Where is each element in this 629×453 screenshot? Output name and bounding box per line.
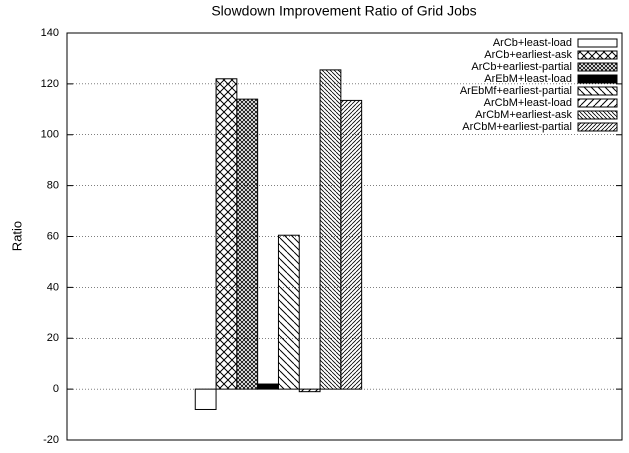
bar <box>194 388 217 410</box>
chart-title: Slowdown Improvement Ratio of Grid Jobs <box>211 3 476 19</box>
y-tick-label: 120 <box>41 78 59 90</box>
legend-swatch <box>577 122 618 132</box>
legend-swatch <box>577 74 618 84</box>
legend-swatch <box>577 62 618 72</box>
bar <box>236 98 259 390</box>
legend-label: ArEbMf+earliest-partial <box>460 85 572 97</box>
y-tick-label: 80 <box>47 180 59 192</box>
bar <box>215 78 238 390</box>
bar <box>257 383 279 390</box>
legend-swatch <box>577 38 618 48</box>
y-tick-label: 20 <box>47 332 59 344</box>
bar <box>277 234 300 390</box>
plot-frame <box>66 32 623 441</box>
bar <box>298 388 321 393</box>
legend-label: ArEbM+least-load <box>484 73 572 85</box>
legend-swatch <box>577 86 618 96</box>
y-tick-label: 100 <box>41 129 59 141</box>
y-tick-label: 140 <box>41 27 59 39</box>
legend-swatch <box>577 50 618 60</box>
legend-swatch <box>577 110 618 120</box>
legend-label: ArCbM+earliest-ask <box>475 109 572 121</box>
legend-label: ArCbM+earliest-partial <box>462 121 572 133</box>
bar <box>340 99 363 390</box>
legend-swatch <box>577 98 618 108</box>
legend-label: ArCb+least-load <box>493 37 572 49</box>
y-tick-label: 40 <box>47 281 59 293</box>
y-tick-label: -20 <box>43 434 59 446</box>
y-tick-label: 0 <box>53 383 59 395</box>
legend-label: ArCbM+least-load <box>484 97 572 109</box>
legend-label: ArCb+earliest-ask <box>484 49 572 61</box>
legend-label: ArCb+earliest-partial <box>471 61 572 73</box>
y-axis-label: Ratio <box>9 221 24 251</box>
bar <box>319 69 342 390</box>
y-tick-label: 60 <box>47 230 59 242</box>
